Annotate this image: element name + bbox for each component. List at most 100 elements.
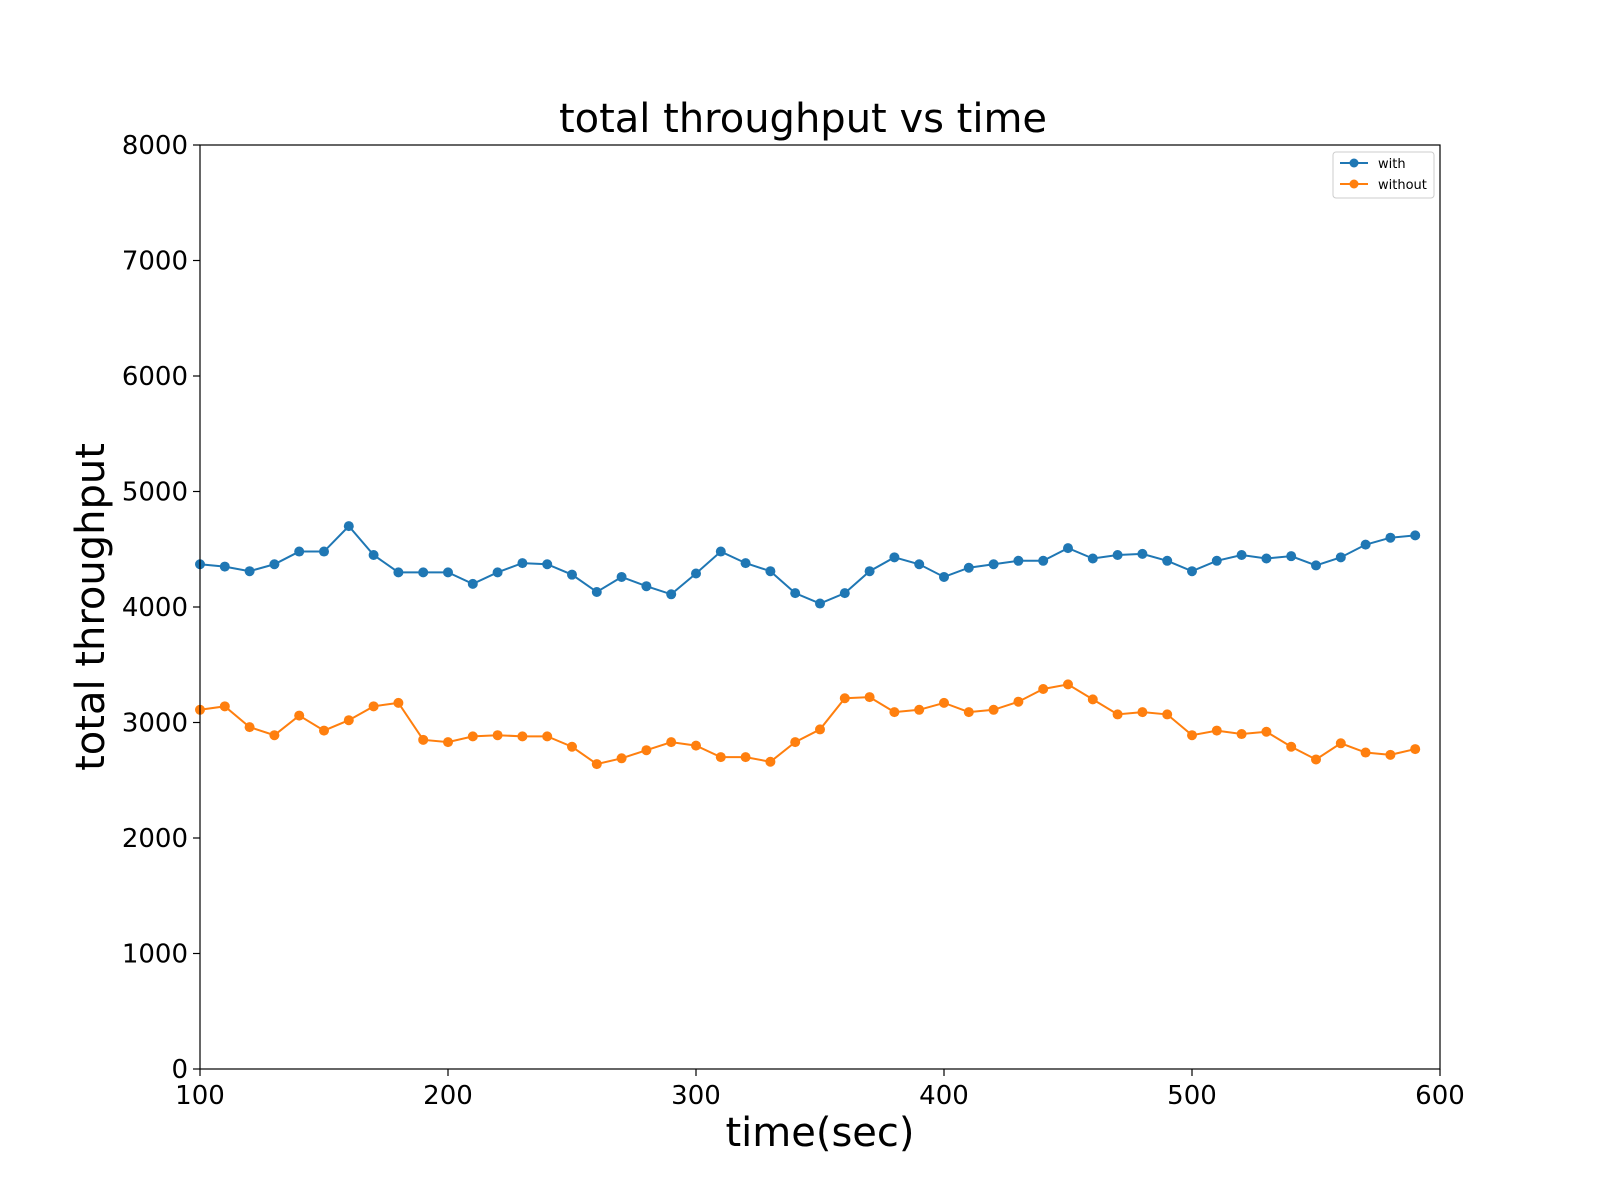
legend-label-with: with <box>1378 157 1406 172</box>
data-point-without <box>889 707 900 718</box>
data-point-with <box>939 571 949 582</box>
y-axis-ticks: 0 1000 2000 3000 4000 5000 6000 7000 8000 <box>122 131 200 1085</box>
data-point-without <box>319 725 329 736</box>
data-point-without <box>839 693 850 704</box>
data-point-without <box>1335 738 1346 749</box>
data-point-with <box>393 567 404 578</box>
x-axis-ticks: 100 200 300 400 500 600 <box>175 1069 1465 1111</box>
data-point-without <box>492 730 503 741</box>
data-point-with <box>1311 560 1321 571</box>
data-point-with <box>319 546 329 557</box>
data-point-with <box>963 562 974 573</box>
data-point-without <box>988 704 999 715</box>
data-point-with <box>542 559 553 570</box>
data-point-with <box>914 559 925 570</box>
data-point-without <box>1137 707 1148 718</box>
data-point-without <box>219 701 230 712</box>
data-point-without <box>1286 741 1297 752</box>
data-point-without <box>914 704 925 715</box>
data-point-with <box>1187 566 1197 577</box>
series-layer <box>195 521 1421 770</box>
data-point-without <box>1261 726 1272 737</box>
data-point-without <box>368 701 379 712</box>
data-point-without <box>1211 725 1222 736</box>
data-point-without <box>1162 709 1173 720</box>
data-point-without <box>343 715 354 726</box>
data-point-with <box>1410 530 1421 541</box>
data-point-with <box>517 558 528 569</box>
y-tick-label: 7000 <box>122 247 188 277</box>
data-point-with <box>1038 555 1049 566</box>
data-point-without <box>815 724 825 735</box>
x-tick-label: 300 <box>671 1081 721 1111</box>
data-point-with <box>368 550 379 561</box>
data-point-without <box>1360 747 1371 758</box>
data-point-with <box>839 588 850 599</box>
data-point-with <box>790 588 801 599</box>
data-point-without <box>517 731 528 742</box>
data-point-with <box>343 521 354 532</box>
data-point-without <box>666 737 677 748</box>
series-with <box>195 521 1421 609</box>
legend-item-with: with <box>1340 157 1406 172</box>
y-tick-label: 5000 <box>122 478 188 508</box>
data-point-with <box>1211 555 1222 566</box>
x-tick-label: 200 <box>423 1081 473 1111</box>
data-point-without <box>1038 684 1049 694</box>
y-tick-label: 8000 <box>122 131 188 161</box>
data-point-without <box>1087 694 1098 705</box>
y-tick-label: 6000 <box>122 362 188 392</box>
y-tick-label: 0 <box>171 1055 188 1085</box>
legend-marker-with <box>1349 158 1359 168</box>
data-point-with <box>591 586 602 597</box>
data-point-with <box>666 589 677 600</box>
data-point-with <box>567 569 577 580</box>
data-point-with <box>616 571 627 582</box>
data-point-with <box>988 559 999 570</box>
data-point-without <box>1013 696 1024 707</box>
data-point-with <box>244 566 255 577</box>
data-point-without <box>1410 744 1421 755</box>
data-point-without <box>939 697 949 708</box>
data-point-with <box>715 546 726 557</box>
data-point-without <box>1311 754 1321 765</box>
data-point-without <box>1385 749 1396 760</box>
data-point-without <box>616 753 627 764</box>
data-point-with <box>765 566 776 577</box>
data-point-without <box>294 710 305 721</box>
data-point-with <box>418 567 429 578</box>
data-point-without <box>244 722 255 733</box>
data-point-with <box>1286 551 1297 562</box>
data-point-with <box>864 566 875 577</box>
data-point-with <box>269 559 280 570</box>
data-point-without <box>542 731 553 742</box>
data-point-with <box>1360 539 1371 550</box>
data-point-with <box>443 567 453 578</box>
data-point-with <box>1087 553 1098 564</box>
legend-marker-without <box>1349 179 1359 189</box>
data-point-without <box>418 734 429 745</box>
data-point-without <box>963 707 974 718</box>
data-point-with <box>740 558 751 569</box>
legend: with without <box>1332 151 1435 199</box>
data-point-with <box>889 552 900 563</box>
data-point-with <box>1112 550 1123 561</box>
plot-frame <box>199 144 1441 1070</box>
series-line-with <box>199 524 1416 605</box>
y-axis-label: total throughput <box>68 443 114 771</box>
data-point-with <box>1385 532 1396 543</box>
data-point-without <box>1187 730 1197 741</box>
data-point-without <box>740 752 751 763</box>
y-tick-label: 3000 <box>122 709 188 739</box>
data-point-without <box>1236 729 1247 740</box>
y-tick-label: 4000 <box>122 593 188 623</box>
data-point-with <box>1261 553 1272 564</box>
data-point-with <box>641 581 652 592</box>
data-point-without <box>443 737 453 748</box>
legend-item-without: without <box>1340 178 1427 193</box>
x-axis-label: time(sec) <box>725 1110 914 1156</box>
data-point-without <box>1063 679 1073 690</box>
data-point-without <box>467 731 478 742</box>
data-point-without <box>641 745 652 756</box>
